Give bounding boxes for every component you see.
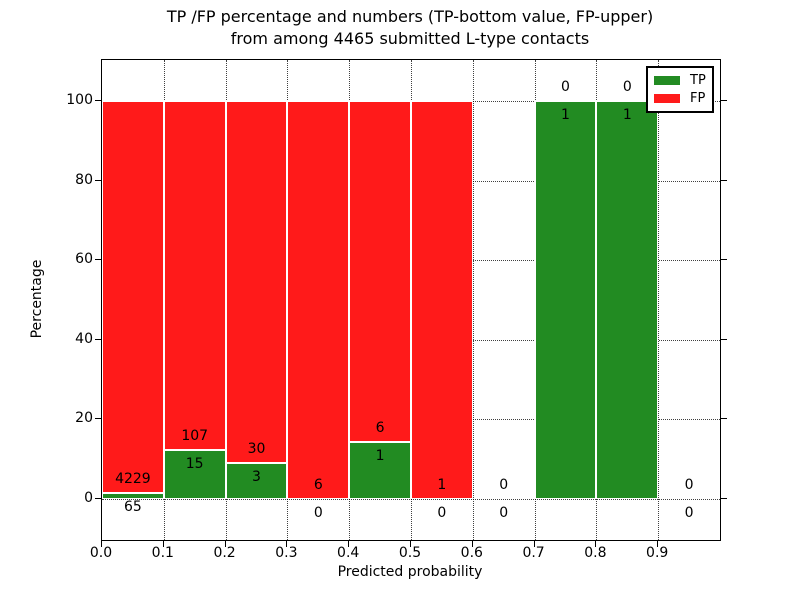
x-tick-label: 0.0 bbox=[89, 545, 113, 561]
legend-entry-fp: FP bbox=[654, 91, 706, 106]
tp-count-label: 3 bbox=[252, 468, 261, 485]
tp-count-label: 1 bbox=[375, 448, 385, 465]
plot-area: 4229 65 107 15 30 3 6 0 6 1 1 0 0 0 0 1 0 1 0 0 bbox=[101, 59, 721, 541]
fp-bar-segment bbox=[163, 101, 226, 450]
y-tick-mark-right bbox=[721, 179, 727, 181]
y-tick-mark bbox=[95, 418, 101, 420]
chart-title-line1: TP /FP percentage and numbers (TP-bottom… bbox=[166, 7, 654, 26]
fp-count-label: 6 bbox=[375, 420, 385, 437]
y-tick-mark bbox=[95, 179, 101, 181]
tp-bar-segment bbox=[225, 462, 288, 499]
fp-count-label: 4229 bbox=[115, 471, 151, 488]
y-tick-mark-right bbox=[721, 100, 727, 101]
legend-entry-tp: TP bbox=[654, 73, 706, 88]
x-tick-label: 0.4 bbox=[337, 545, 360, 561]
chart-title: TP /FP percentage and numbers (TP-bottom… bbox=[101, 6, 719, 50]
legend-label-tp: TP bbox=[690, 73, 706, 88]
tp-count-label: 15 bbox=[185, 456, 204, 472]
fp-count-label: 0 bbox=[499, 477, 509, 494]
y-tick-label: 40 bbox=[75, 330, 93, 347]
x-tick-mark bbox=[286, 541, 288, 547]
x-tick-label: 0.1 bbox=[151, 545, 174, 561]
fp-count-label: 1 bbox=[437, 477, 447, 494]
y-tick-mark bbox=[95, 498, 101, 499]
tp-count-label: 65 bbox=[123, 498, 142, 515]
tp-count-label: 1 bbox=[561, 106, 570, 123]
y-tick-mark bbox=[95, 259, 101, 261]
tp-count-label: 0 bbox=[437, 504, 447, 521]
x-tick-mark bbox=[657, 541, 659, 547]
y-tick-mark-right bbox=[721, 498, 727, 499]
y-tick-mark-right bbox=[721, 338, 727, 340]
tp-legend-swatch-icon bbox=[654, 76, 680, 85]
x-tick-mark bbox=[101, 541, 102, 547]
x-tick-mark bbox=[595, 541, 597, 547]
tp-bar-segment bbox=[163, 450, 226, 499]
x-axis-label: Predicted probability bbox=[337, 564, 483, 580]
grid-line-vertical bbox=[658, 60, 660, 540]
y-tick-mark-right bbox=[721, 418, 727, 420]
y-tick-label: 80 bbox=[75, 171, 93, 188]
fp-count-label: 0 bbox=[561, 79, 570, 96]
fp-count-label: 30 bbox=[247, 440, 266, 457]
fp-count-label: 107 bbox=[181, 428, 209, 445]
y-tick-mark-right bbox=[721, 259, 727, 261]
y-tick-label: 100 bbox=[66, 92, 93, 108]
y-axis-label: Percentage bbox=[29, 259, 45, 339]
x-tick-label: 0.7 bbox=[522, 545, 545, 561]
tp-count-label: 0 bbox=[499, 504, 509, 521]
tp-count-label: 0 bbox=[684, 504, 694, 521]
x-tick-label: 0.3 bbox=[275, 545, 298, 561]
fp-count-label: 0 bbox=[622, 79, 632, 96]
x-tick-label: 0.8 bbox=[584, 545, 607, 561]
x-tick-label: 0.5 bbox=[398, 545, 422, 561]
grid-line-vertical bbox=[472, 60, 474, 540]
y-tick-label: 20 bbox=[75, 410, 93, 427]
y-tick-label: 0 bbox=[84, 490, 93, 506]
x-tick-label: 0.6 bbox=[460, 545, 483, 561]
fp-count-label: 6 bbox=[313, 477, 323, 494]
fp-bar-segment bbox=[411, 101, 473, 499]
y-tick-mark bbox=[95, 100, 101, 101]
x-tick-label: 0.9 bbox=[646, 545, 669, 561]
legend: TP FP bbox=[646, 66, 714, 113]
x-tick-mark bbox=[533, 541, 535, 547]
fp-bar-segment bbox=[349, 101, 411, 443]
tp-bar-segment bbox=[349, 442, 411, 499]
tp-bar-segment bbox=[596, 101, 659, 499]
y-tick-mark bbox=[95, 338, 101, 340]
x-tick-mark bbox=[224, 541, 226, 547]
fp-count-label: 0 bbox=[684, 477, 694, 494]
x-tick-label: 0.2 bbox=[213, 545, 236, 561]
y-tick-label: 60 bbox=[75, 251, 93, 268]
tp-bar-segment bbox=[534, 101, 597, 499]
x-tick-mark bbox=[162, 541, 164, 547]
fp-bar-segment bbox=[102, 101, 164, 493]
x-tick-mark bbox=[348, 541, 350, 547]
fp-legend-swatch-icon bbox=[654, 94, 680, 103]
fp-bar-segment bbox=[287, 101, 350, 499]
tp-count-label: 1 bbox=[622, 106, 632, 123]
tp-bar-segment bbox=[102, 493, 164, 499]
x-tick-mark bbox=[471, 541, 473, 547]
chart-title-line2: from among 4465 submitted L-type contact… bbox=[230, 29, 590, 48]
legend-label-fp: FP bbox=[690, 91, 706, 106]
fp-bar-segment bbox=[225, 101, 288, 463]
x-tick-mark bbox=[410, 541, 411, 547]
tp-count-label: 0 bbox=[313, 504, 323, 521]
